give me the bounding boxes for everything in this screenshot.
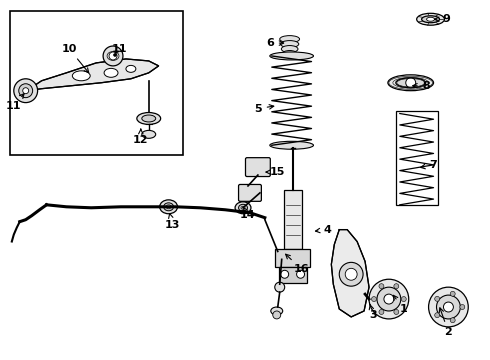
- Text: 9: 9: [435, 14, 450, 24]
- Ellipse shape: [166, 205, 171, 209]
- Circle shape: [281, 270, 289, 278]
- Circle shape: [369, 279, 409, 319]
- Ellipse shape: [281, 46, 298, 53]
- Circle shape: [114, 54, 117, 57]
- Ellipse shape: [280, 36, 299, 42]
- Ellipse shape: [396, 78, 426, 88]
- Polygon shape: [331, 230, 369, 317]
- Circle shape: [23, 88, 29, 94]
- Ellipse shape: [427, 17, 435, 21]
- Ellipse shape: [160, 200, 177, 214]
- Ellipse shape: [282, 50, 297, 58]
- Circle shape: [377, 287, 401, 311]
- Text: 11: 11: [6, 94, 24, 111]
- Ellipse shape: [239, 204, 247, 211]
- Circle shape: [14, 79, 38, 103]
- Ellipse shape: [416, 13, 444, 25]
- Circle shape: [296, 270, 305, 278]
- Bar: [10, 11, 183, 155]
- Ellipse shape: [388, 75, 434, 91]
- Text: 6: 6: [266, 38, 284, 48]
- Circle shape: [406, 78, 416, 88]
- Circle shape: [437, 295, 460, 319]
- Circle shape: [394, 310, 399, 314]
- FancyBboxPatch shape: [239, 184, 261, 201]
- Bar: [396, 111, 438, 205]
- Text: 4: 4: [316, 225, 331, 235]
- Ellipse shape: [271, 307, 283, 315]
- Circle shape: [275, 282, 285, 292]
- Circle shape: [345, 268, 357, 280]
- Circle shape: [379, 310, 384, 314]
- Ellipse shape: [137, 113, 161, 125]
- Circle shape: [103, 46, 123, 66]
- Circle shape: [109, 52, 117, 60]
- Text: 1: 1: [393, 295, 408, 314]
- Circle shape: [443, 302, 453, 312]
- Text: 12: 12: [133, 129, 148, 145]
- Circle shape: [429, 287, 468, 327]
- Ellipse shape: [164, 203, 173, 211]
- Circle shape: [339, 262, 363, 286]
- Circle shape: [435, 296, 440, 301]
- Text: 14: 14: [240, 207, 256, 220]
- Ellipse shape: [421, 16, 440, 23]
- Circle shape: [435, 313, 440, 318]
- Circle shape: [19, 84, 33, 98]
- Circle shape: [371, 297, 376, 302]
- Ellipse shape: [73, 71, 90, 81]
- Circle shape: [460, 305, 465, 310]
- Text: 8: 8: [413, 81, 430, 91]
- Text: 2: 2: [439, 308, 452, 337]
- Circle shape: [401, 297, 406, 302]
- Circle shape: [273, 311, 281, 319]
- Ellipse shape: [235, 202, 251, 214]
- Circle shape: [384, 294, 394, 304]
- Ellipse shape: [280, 41, 299, 48]
- Text: 13: 13: [165, 213, 180, 230]
- Circle shape: [450, 318, 455, 323]
- Circle shape: [394, 284, 399, 289]
- Ellipse shape: [270, 52, 314, 60]
- Text: 15: 15: [266, 167, 286, 177]
- Bar: [275, 249, 311, 267]
- FancyBboxPatch shape: [245, 158, 270, 176]
- Ellipse shape: [126, 66, 136, 72]
- Text: 10: 10: [62, 44, 89, 73]
- Text: 3: 3: [369, 304, 377, 320]
- Circle shape: [379, 284, 384, 289]
- Ellipse shape: [241, 206, 245, 209]
- Text: 16: 16: [286, 254, 309, 274]
- Ellipse shape: [270, 141, 314, 149]
- Ellipse shape: [142, 115, 156, 122]
- Text: 7: 7: [420, 160, 438, 170]
- Circle shape: [450, 291, 455, 296]
- Polygon shape: [26, 59, 159, 91]
- Ellipse shape: [142, 130, 156, 138]
- Bar: [279, 267, 307, 283]
- Ellipse shape: [104, 68, 118, 77]
- Text: 11: 11: [111, 44, 127, 54]
- Bar: [284, 190, 301, 249]
- Text: 5: 5: [254, 104, 274, 113]
